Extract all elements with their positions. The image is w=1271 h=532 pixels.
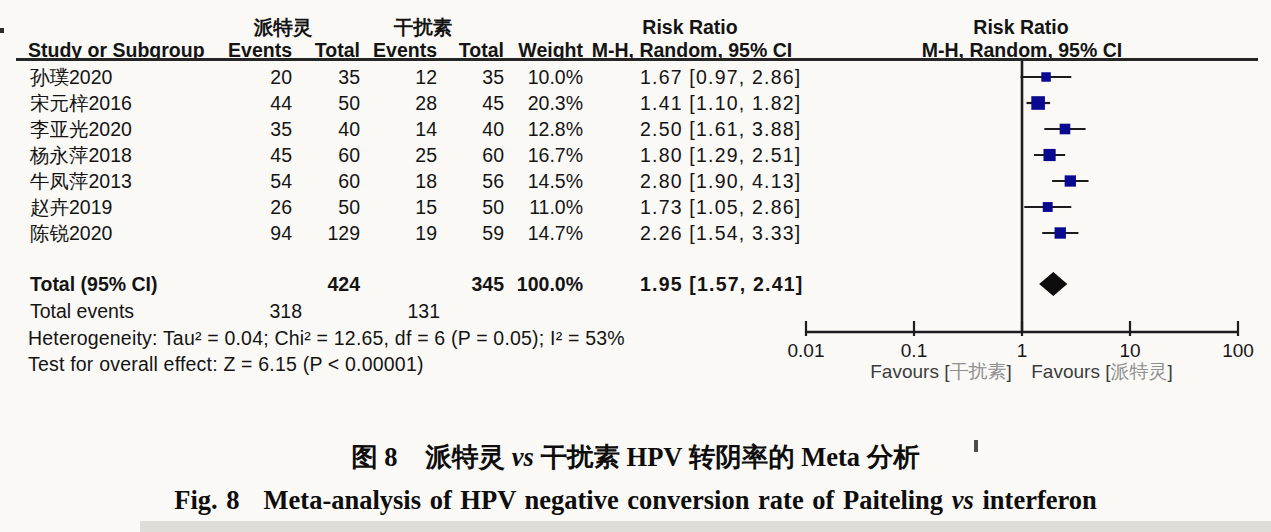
scan-mark-caption <box>974 440 978 452</box>
effect-square <box>1055 227 1066 238</box>
bottom-scan-artifact <box>140 521 1271 532</box>
total-diamond <box>1039 272 1067 296</box>
axis-tick-label: 1 <box>1017 340 1028 361</box>
effect-square <box>1060 124 1071 135</box>
axis-tick-label: 0.01 <box>788 340 825 361</box>
effect-square <box>1031 96 1045 110</box>
effect-square <box>1043 202 1053 212</box>
axis-tick-label: 0.1 <box>901 340 927 361</box>
favours-left-label: Favours [干扰素] <box>870 362 1011 382</box>
caption-zh: 图 8派特灵 vs 干扰素 HPV 转阴率的 Meta 分析 <box>0 441 1271 473</box>
effect-square <box>1043 149 1055 161</box>
forest-plot-figure: 派特灵 干扰素 Risk Ratio Risk Ratio Study or S… <box>0 0 1271 532</box>
favours-right-label: Favours [派特灵] <box>1031 362 1172 382</box>
effect-square <box>1065 175 1076 186</box>
caption-en: Fig. 8Meta-analysis of HPV negative conv… <box>0 484 1271 516</box>
scan-mark-left <box>0 28 4 33</box>
axis-tick-label: 10 <box>1119 340 1140 361</box>
axis-tick-label: 100 <box>1222 340 1254 361</box>
effect-square <box>1041 72 1051 82</box>
